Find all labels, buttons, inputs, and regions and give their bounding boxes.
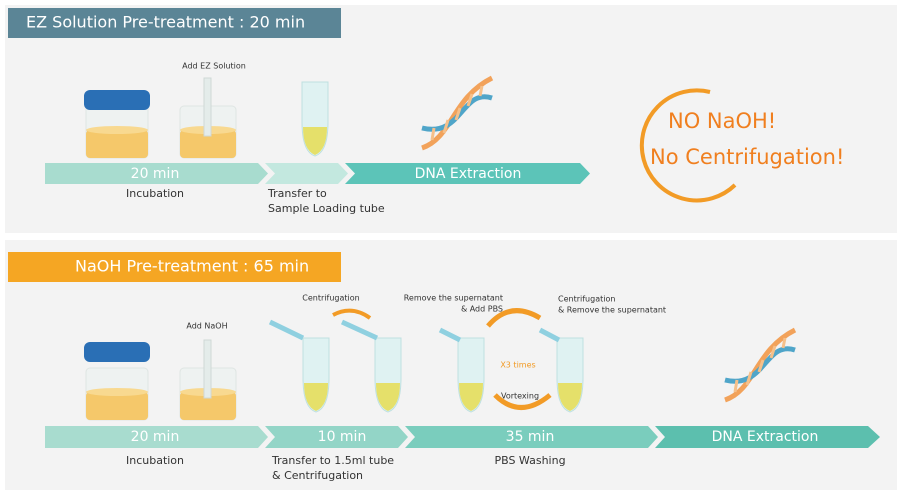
header-text: EZ Solution Pre-treatment : 20 min [26,13,305,32]
step-label: 20 min [131,166,180,182]
annotation: & Remove the supernatant [558,306,666,315]
header-text: NaOH Pre-treatment : 65 min [75,257,309,276]
caption: Transfer to [267,187,327,200]
diagram: EZ Solution Pre-treatment : 20 min Add E… [0,0,902,494]
caption: Transfer to 1.5ml tube [271,454,394,467]
annotation: X3 times [500,361,535,370]
annotation: Add EZ Solution [182,62,246,71]
step-label: 35 min [506,429,555,445]
caption: Incubation [126,187,184,200]
callout: No Centrifugation! [650,145,844,169]
annotation: Centrifugation [558,295,615,304]
caption: Sample Loading tube [268,202,385,215]
callout: NO NaOH! [668,109,776,133]
step-label: 20 min [131,429,180,445]
caption: Incubation [126,454,184,467]
step-label: 10 min [318,429,367,445]
caption: PBS Washing [494,454,565,467]
annotation: Vortexing [501,392,539,401]
annotation: Add NaOH [186,322,227,331]
caption: & Centrifugation [272,469,363,482]
step-label: DNA Extraction [712,429,819,445]
annotation: & Add PBS [461,305,503,314]
annotation: Remove the supernatant [404,294,503,303]
annotation: Centrifugation [302,294,359,303]
step-label: DNA Extraction [415,166,522,182]
